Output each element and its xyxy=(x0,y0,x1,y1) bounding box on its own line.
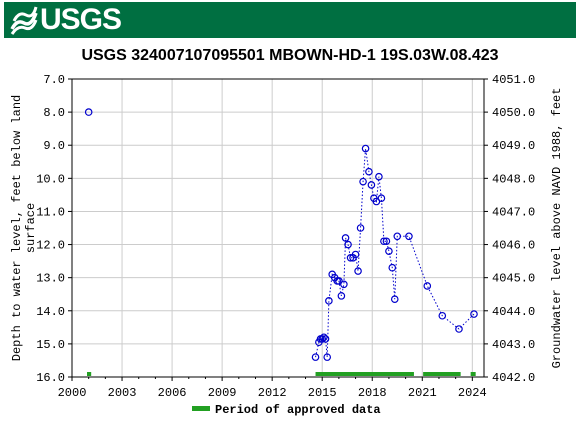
y-tick-label-right: 4042.0 xyxy=(492,371,535,385)
y-tick-label-left: 11.0 xyxy=(36,205,65,219)
data-series xyxy=(84,108,478,361)
data-point xyxy=(385,247,393,255)
x-tick-label: 2009 xyxy=(208,386,237,400)
y-tick-label-left: 16.0 xyxy=(36,371,65,385)
data-point xyxy=(405,232,413,241)
data-point xyxy=(455,325,463,333)
data-point xyxy=(365,167,373,176)
y-tick-label-right: 4051.0 xyxy=(492,73,535,87)
data-point xyxy=(337,292,346,300)
grid-lines xyxy=(72,79,484,377)
y-tick-label-left: 13.0 xyxy=(36,272,65,286)
data-point xyxy=(341,234,350,242)
data-point xyxy=(377,194,386,203)
data-point xyxy=(321,335,330,343)
usgs-logo-text: USGS xyxy=(40,3,122,36)
approved-period-bar xyxy=(423,372,461,376)
y-tick-label-left: 12.0 xyxy=(36,239,65,253)
x-tick-label: 2000 xyxy=(58,386,87,400)
y-axis-left-label-line1: Depth to water level, feet below land xyxy=(10,95,24,361)
data-point xyxy=(84,108,93,116)
data-point xyxy=(393,232,402,241)
x-tick-label: 2015 xyxy=(308,386,337,400)
data-point xyxy=(344,240,352,249)
y-tick-label-left: 15.0 xyxy=(36,338,65,352)
y-tick-label-right: 4050.0 xyxy=(492,106,535,120)
y-tick-label-right: 4044.0 xyxy=(492,305,535,319)
data-point xyxy=(361,144,370,153)
y-axis-right-label: Groundwater level above NAVD 1988, feet xyxy=(550,88,564,369)
usgs-banner: USGS xyxy=(4,2,576,38)
y-tick-label-right: 4046.0 xyxy=(492,239,535,253)
approved-periods xyxy=(87,372,476,376)
legend-label: Period of approved data xyxy=(215,403,381,417)
y-tick-label-left: 9.0 xyxy=(43,139,65,153)
x-tick-label: 2012 xyxy=(258,386,287,400)
data-point xyxy=(354,267,362,275)
data-point xyxy=(470,310,478,318)
usgs-logo-icon xyxy=(10,6,38,35)
data-point xyxy=(359,177,367,186)
y-tick-label-right: 4049.0 xyxy=(492,139,535,153)
x-tick-label: 2003 xyxy=(108,386,137,400)
x-tick-label: 2024 xyxy=(458,386,487,400)
y-axis-left-label-line2: surface xyxy=(24,203,38,253)
series-line xyxy=(315,148,475,358)
data-point xyxy=(390,295,399,303)
y-tick-label-right: 4047.0 xyxy=(492,205,535,219)
data-point xyxy=(382,237,391,246)
approved-period-bar xyxy=(87,372,92,376)
approved-period-bar xyxy=(315,372,414,376)
y-tick-label-left: 7.0 xyxy=(43,73,65,87)
data-point xyxy=(323,353,332,361)
data-point xyxy=(320,333,328,342)
y-tick-label-right: 4045.0 xyxy=(492,272,535,286)
axis-ticks: 2000 2003 2006 2009 2012 2015 2018 2021 2024 7.0 4… xyxy=(36,73,535,400)
x-tick-label: 2018 xyxy=(358,386,387,400)
x-tick-label: 2021 xyxy=(408,386,437,400)
data-point xyxy=(367,181,376,189)
data-point xyxy=(375,172,383,181)
data-point xyxy=(318,335,327,343)
y-tick-label-right: 4043.0 xyxy=(492,338,535,352)
data-point xyxy=(311,353,320,361)
chart-title: USGS 324007107095501 MBOWN-HD-1 19S.03W.… xyxy=(81,47,498,64)
data-point xyxy=(380,237,388,246)
legend-swatch xyxy=(192,406,210,411)
data-point xyxy=(325,297,333,305)
y-tick-label-left: 8.0 xyxy=(43,106,65,120)
approved-period-bar xyxy=(470,372,476,376)
y-tick-label-right: 4048.0 xyxy=(492,172,535,186)
x-tick-label: 2006 xyxy=(158,386,187,400)
data-point xyxy=(356,224,365,232)
plot-area-frame xyxy=(71,78,485,378)
data-point xyxy=(340,280,348,289)
data-point xyxy=(388,263,397,272)
data-point xyxy=(351,250,360,259)
data-point xyxy=(438,311,447,320)
data-point xyxy=(423,282,432,290)
y-tick-label-left: 14.0 xyxy=(36,305,65,319)
y-tick-label-left: 10.0 xyxy=(36,172,65,186)
